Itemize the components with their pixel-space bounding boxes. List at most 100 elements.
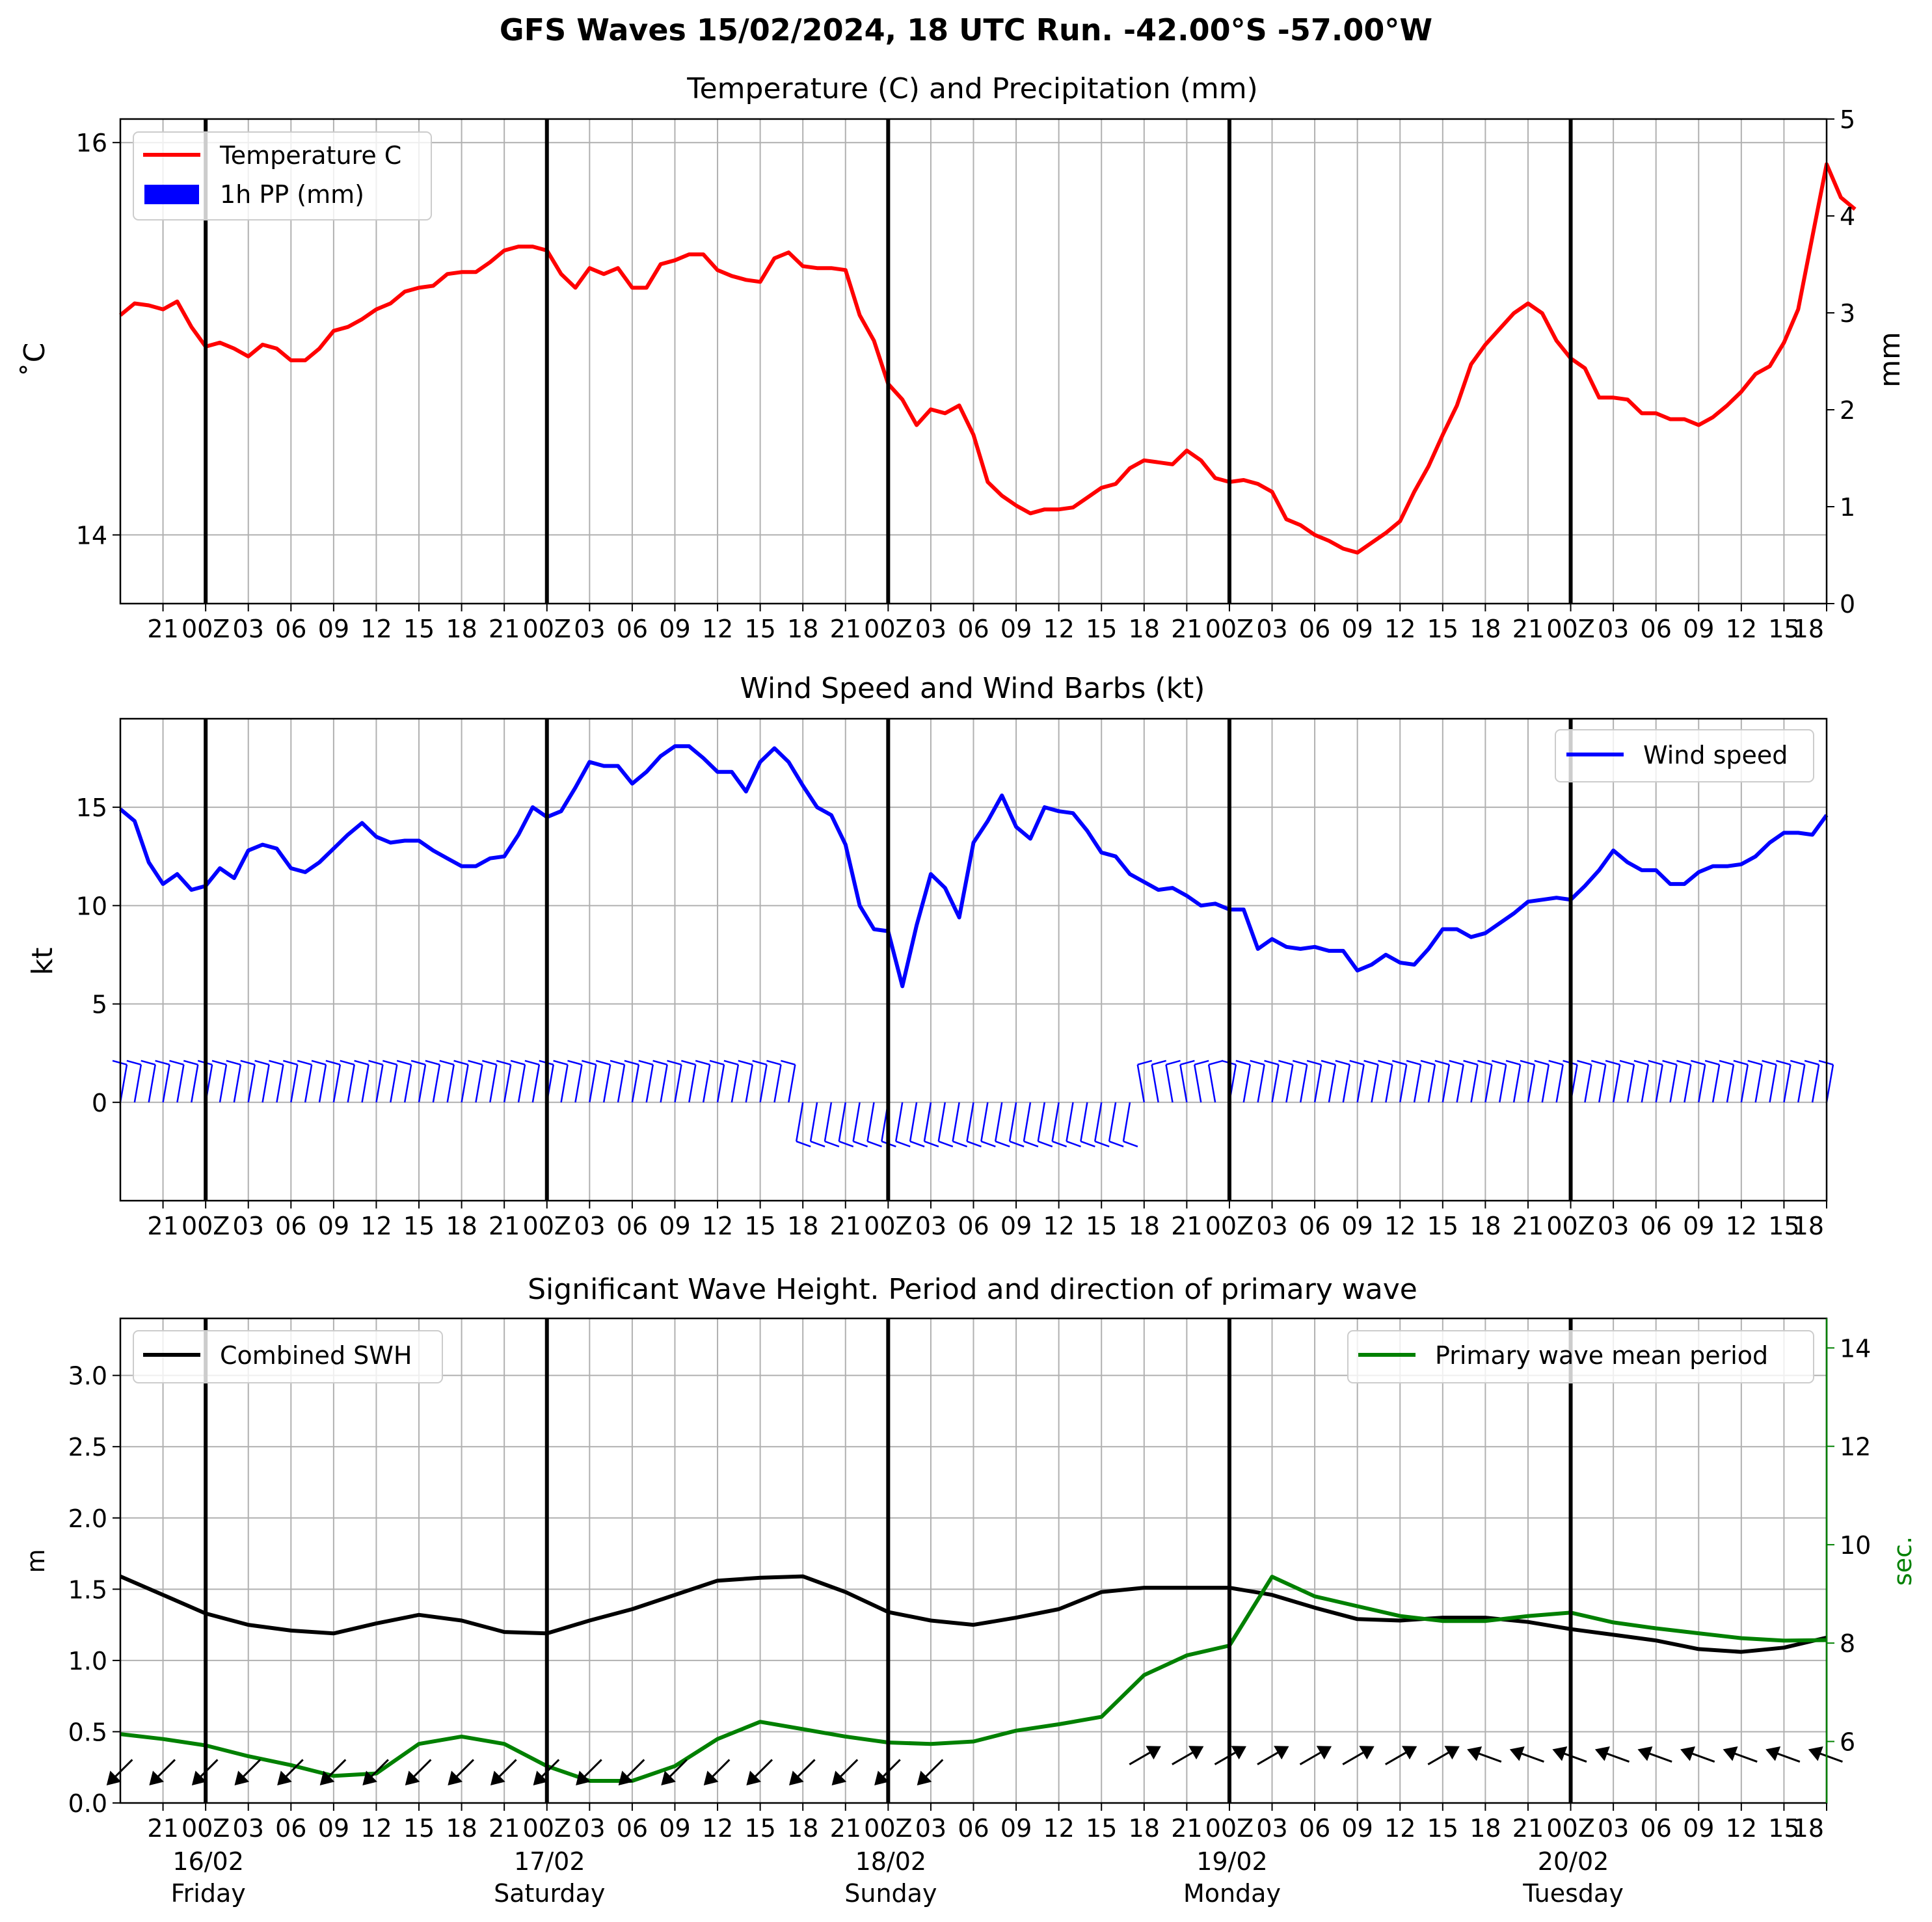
wave-direction-arrow-head: [1765, 1746, 1781, 1761]
wind-barb-flag: [269, 1060, 284, 1065]
wave-direction-arrow-head: [1637, 1746, 1653, 1761]
y-tick-label: 0.0: [68, 1789, 107, 1818]
wind-barb-stem: [517, 1064, 526, 1102]
x-tick-label: 00Z: [864, 1814, 912, 1843]
wind-barb-flag: [1804, 1060, 1819, 1065]
temperature-legend-box: [133, 131, 432, 220]
x-tick-label: 03: [915, 615, 946, 643]
x-tick-label: 03: [1598, 1212, 1629, 1240]
wind-barb: [781, 1060, 796, 1102]
wind-barb-stem: [475, 1064, 483, 1102]
wind-barb-flag: [766, 1060, 781, 1065]
wind-barb-flag: [1648, 1060, 1663, 1065]
wind-barb: [1747, 1060, 1763, 1102]
wave-axes: 0.00.51.01.52.02.53.021 00Z 03 06 09 12 15 18 21…: [68, 1317, 1871, 1843]
wind-barb-stem: [1456, 1064, 1464, 1102]
x-tick-label: 21: [1512, 1212, 1544, 1240]
wind-barb-stem: [1484, 1064, 1493, 1102]
wave-direction-arrow: [1385, 1746, 1417, 1765]
wind-barb-flag: [709, 1060, 725, 1065]
wave-direction-arrow: [149, 1759, 176, 1786]
wind-barb-stem: [1051, 1102, 1060, 1141]
x-tick-label: 21: [489, 1212, 520, 1240]
x-tick-label: 00Z: [1205, 615, 1254, 643]
period-legend-box: [1347, 1330, 1814, 1383]
wave-direction-arrow: [106, 1759, 133, 1786]
wind-barb-stem: [403, 1064, 412, 1102]
wave-direction-arrow: [576, 1759, 602, 1786]
x-tick-label: 00Z: [1205, 1814, 1254, 1843]
wind-barb-flag: [1009, 1140, 1025, 1147]
wind-barb-flag: [752, 1060, 767, 1065]
wind-barb: [183, 1060, 199, 1102]
x-tick-label: 21: [830, 615, 861, 643]
wind-barb: [738, 1060, 753, 1102]
wind-barb-flag: [652, 1060, 667, 1065]
period-y-axis-label: sec.: [1888, 1536, 1917, 1586]
wind-barb: [1676, 1060, 1692, 1102]
y-tick-label: 3.0: [68, 1362, 107, 1391]
wave-direction-arrow-head: [277, 1770, 292, 1786]
wind-speed-line: [119, 744, 1829, 989]
wind-barb: [311, 1060, 327, 1102]
wind-barb-flag: [980, 1140, 996, 1147]
wind-barb: [1420, 1060, 1436, 1102]
wind-barb: [1093, 1102, 1110, 1147]
day-date-label: 19/02: [1196, 1847, 1268, 1876]
wind-barb-flag: [695, 1060, 710, 1065]
wind-barb-flag: [1690, 1060, 1706, 1065]
wind-barb: [439, 1060, 455, 1102]
wind-barb: [824, 1102, 840, 1147]
y-tick-label: 5: [92, 991, 107, 1019]
wind-barb: [1391, 1060, 1408, 1102]
wind-barb-flag: [667, 1060, 682, 1065]
wind-barb-flag: [1278, 1060, 1293, 1065]
wind-barb-stem: [1194, 1064, 1202, 1102]
wind-barb: [966, 1102, 982, 1147]
wind-barb-flag: [1747, 1060, 1763, 1065]
wave-direction-arrow: [1257, 1746, 1289, 1765]
wind-barb: [211, 1060, 228, 1102]
wind-barb: [169, 1060, 185, 1102]
wind-barb-flag: [952, 1140, 968, 1147]
wind-barb-stem: [1151, 1064, 1159, 1102]
x-tick-label: 18: [446, 1212, 477, 1240]
wind-barb-flag: [1520, 1060, 1535, 1065]
wind-barb: [1321, 1060, 1337, 1102]
wind-barb-flag: [1151, 1060, 1166, 1065]
wave-direction-arrow: [1637, 1746, 1672, 1763]
wind-barb: [1590, 1060, 1607, 1102]
x-tick-label: 03: [574, 1814, 605, 1843]
swh-line: [119, 1574, 1827, 1654]
wind-barb-stem: [759, 1064, 768, 1102]
wind-barb-stem: [1797, 1064, 1806, 1102]
x-tick-label: 15: [744, 615, 775, 643]
period-legend: Primary wave mean period: [1347, 1330, 1814, 1383]
wind-barb-flag: [610, 1060, 625, 1065]
wind-barb: [1136, 1060, 1153, 1102]
wind-barb-flag: [781, 1060, 796, 1065]
wind-barb-stem: [332, 1064, 342, 1102]
wave-direction-arrow-head: [448, 1770, 463, 1786]
wind-barb-stem: [674, 1064, 682, 1102]
x-tick-label: 18: [1129, 1212, 1160, 1240]
x-tick-label: 21: [1171, 1212, 1202, 1240]
x-tick-label: 09: [659, 1814, 690, 1843]
wind-barb: [1278, 1060, 1294, 1102]
wind-barb: [1619, 1060, 1635, 1102]
wave-direction-arrow-head: [1359, 1746, 1375, 1760]
wind-barb-flag: [1420, 1060, 1436, 1065]
precip-y-tick-label: 3: [1840, 299, 1855, 328]
y-tick-label: 14: [76, 521, 107, 550]
x-tick-label: 18: [787, 1814, 818, 1843]
wave-direction-arrow-head: [1808, 1746, 1823, 1761]
wind-barb-stem: [233, 1064, 242, 1102]
wind-barb: [1194, 1060, 1209, 1102]
wind-barb: [1477, 1060, 1493, 1102]
wind-barb-stem: [1399, 1064, 1408, 1102]
wind-barb-stem: [645, 1064, 654, 1102]
wave-direction-arrow-head: [874, 1770, 889, 1786]
period-y-tick-label: 14: [1840, 1334, 1871, 1363]
day-weekday-label: Monday: [1183, 1879, 1281, 1908]
wind-barb: [1704, 1060, 1721, 1102]
